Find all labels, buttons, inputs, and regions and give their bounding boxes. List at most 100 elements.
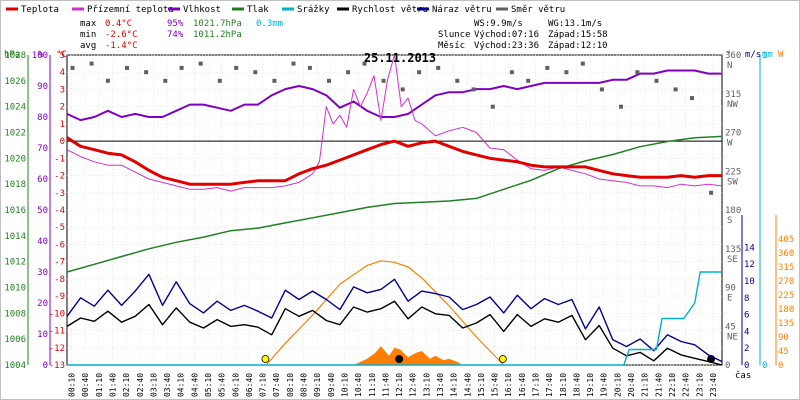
dir-tick-label: N — [727, 61, 732, 71]
wind-direction-point — [509, 70, 514, 75]
time-tick-label: 16:10 — [504, 373, 513, 397]
time-tick-label: 12:40 — [409, 373, 418, 397]
w-tick-label: 315 — [778, 263, 794, 273]
deg-tick-label: 135 — [725, 245, 741, 255]
pressure-line — [66, 135, 723, 273]
c-tick-label: 1 — [60, 120, 65, 130]
deg-tick-label: 180 — [725, 206, 741, 216]
pct-tick-label: 90 — [37, 82, 48, 92]
c-tick-label: -10 — [49, 309, 65, 319]
wind-speed-line — [66, 300, 723, 366]
wind-direction-point — [70, 65, 75, 70]
legend-label: Tlak — [247, 5, 269, 15]
deg-tick-label: 90 — [725, 284, 736, 294]
sun-set: Západ:15:58 — [548, 30, 608, 40]
wind-ws: WS:9.9m/s — [474, 19, 523, 29]
c-tick-label: -2 — [54, 172, 65, 182]
time-tick-label: 05:10 — [204, 373, 213, 397]
time-tick-label: 20:40 — [627, 373, 636, 397]
legend-label: Přízemní teplota — [87, 5, 174, 15]
legend-label: Směr větru — [511, 5, 565, 15]
legend-label: Náraz větru — [432, 5, 492, 15]
w-tick-label: 180 — [778, 305, 794, 315]
sunset-marker — [498, 355, 507, 363]
hpa-tick-label: 1020 — [4, 154, 26, 164]
c-tick-label: -11 — [49, 327, 65, 337]
mm-tick-label: 0 — [762, 361, 767, 371]
wind-direction-point — [599, 87, 604, 92]
time-tick-label: 18:10 — [559, 373, 568, 397]
wind-direction-point — [471, 87, 476, 92]
deg-tick-label: 270 — [725, 129, 741, 139]
wind-direction-point — [144, 70, 149, 75]
unit-w: W — [778, 50, 784, 60]
stats-max-hum: 95% — [167, 19, 184, 29]
time-tick-label: 06:10 — [231, 373, 240, 397]
dir-tick-label: NE — [727, 332, 738, 342]
grid-lines — [67, 54, 722, 366]
solar-measured-area — [353, 346, 463, 365]
stats-min-temp: -2.6°C — [105, 30, 138, 40]
wind-direction-point — [654, 78, 659, 83]
pct-tick-label: 40 — [37, 237, 48, 247]
time-tick-label: 10:40 — [354, 373, 363, 397]
c-tick-label: -12 — [49, 344, 65, 354]
stats-min-press: 1011.2hPa — [193, 30, 242, 40]
time-tick-label: 17:40 — [545, 373, 554, 397]
moonset-marker — [395, 355, 404, 363]
legend: Teplota Přízemní teplota Vlhkost Tlak Srážky… — [6, 5, 565, 15]
time-tick-label: 13:10 — [422, 373, 431, 397]
time-tick-label: 21:40 — [654, 373, 663, 397]
pct-tick-label: 20 — [37, 299, 48, 309]
stats-min-hum: 74% — [167, 30, 184, 40]
wind-direction-point — [198, 61, 203, 66]
wind-direction-point — [234, 65, 239, 70]
w-tick-label: 405 — [778, 235, 794, 245]
time-tick-label: 09:10 — [313, 373, 322, 397]
time-tick-label: 23:40 — [709, 373, 718, 397]
pct-tick-label: 50 — [37, 206, 48, 216]
ground-temperature-line — [66, 54, 723, 192]
wind-direction-point — [327, 78, 331, 83]
hpa-tick-label: 1024 — [4, 103, 26, 113]
deg-tick-label: 225 — [725, 167, 741, 177]
deg-tick-label: 315 — [725, 90, 741, 100]
wind-direction-point — [253, 70, 258, 75]
time-tick-label: 14:40 — [463, 373, 472, 397]
time-tick-label: 22:40 — [682, 373, 691, 397]
unit-ms: m/s — [745, 50, 761, 60]
time-tick-label: 03:10 — [149, 373, 158, 397]
wind-direction-point — [417, 70, 422, 75]
c-tick-label: -1 — [54, 154, 65, 164]
time-tick-label: 17:10 — [532, 373, 541, 397]
c-tick-label: -9 — [54, 292, 65, 302]
dir-tick-label: W — [727, 139, 733, 149]
wind-direction-point — [346, 70, 351, 75]
time-tick-label: 07:40 — [272, 373, 281, 397]
pct-tick-label: 60 — [37, 175, 48, 185]
deg-tick-label: 360 — [725, 51, 741, 61]
time-tick-label: 04:40 — [190, 373, 199, 397]
rain-line — [67, 271, 722, 366]
hpa-tick-label: 1012 — [4, 258, 26, 268]
c-tick-label: -6 — [54, 240, 65, 250]
legend-label: Vlhkost — [183, 5, 221, 15]
pct-tick-label: 0 — [43, 361, 48, 371]
right-axes: 36031527022518013590450NNWWSWSSEENE14121… — [725, 51, 794, 371]
time-tick-label: 19:40 — [600, 373, 609, 397]
wind-direction-point — [272, 78, 277, 83]
hpa-tick-label: 1016 — [4, 206, 26, 216]
unit-mm: mm — [762, 50, 773, 60]
time-tick-label: 05:40 — [218, 373, 227, 397]
left-axes: 1028102610241022102010181016101410121010… — [4, 51, 65, 371]
wind-direction-point — [709, 190, 714, 195]
wind-direction-point — [307, 65, 312, 70]
wind-direction-point — [635, 70, 640, 75]
humidity-line — [66, 69, 722, 122]
w-tick-label: 45 — [778, 347, 789, 357]
unit-deg: ° — [726, 50, 731, 60]
wind-direction-point — [381, 78, 386, 83]
wind-direction-point — [690, 96, 694, 101]
hpa-tick-label: 1014 — [4, 232, 26, 242]
